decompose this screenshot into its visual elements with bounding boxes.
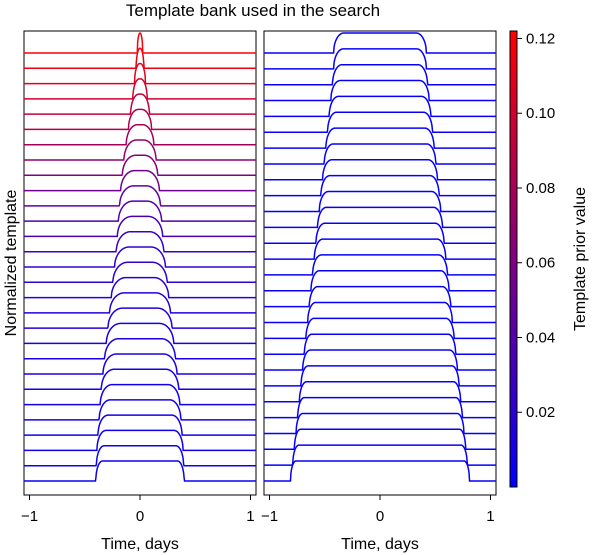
template-curve-1-10: [264, 301, 496, 324]
template-curve-1-6: [264, 365, 496, 387]
template-curve-1-2: [264, 428, 496, 451]
template-curve-1-17: [264, 190, 496, 213]
colorbar-tick-label: 0.04: [526, 329, 555, 346]
template-curve-0-21: [24, 139, 256, 161]
template-curve-0-15: [24, 230, 256, 253]
template-curve-1-13: [264, 254, 496, 276]
template-curve-1-1: [264, 444, 496, 466]
template-curve-0-10: [24, 307, 256, 329]
template-curve-0-22: [24, 123, 256, 146]
x-tick-label: 0: [376, 508, 384, 525]
template-curve-0-27: [24, 47, 256, 70]
template-curve-1-8: [264, 333, 496, 355]
template-curve-0-17: [24, 200, 256, 222]
template-curve-0-13: [24, 261, 256, 284]
template-curve-1-4: [264, 396, 496, 419]
colorbar-tick-label: 0.08: [526, 180, 555, 197]
template-curve-1-27: [264, 32, 496, 54]
left-panel-curves: [24, 32, 256, 482]
template-curve-1-11: [264, 285, 496, 308]
template-curve-0-5: [24, 383, 256, 406]
template-curve-1-5: [264, 380, 496, 403]
colorbar-tick-label: 0.10: [526, 105, 555, 122]
right-panel-curves: [264, 32, 496, 482]
chart-title: Template bank used in the search: [126, 1, 380, 20]
left-panel: −1 0 1 Time, days: [21, 30, 257, 553]
template-curve-1-24: [264, 79, 496, 102]
template-curve-0-28: [24, 32, 256, 54]
colorbar: 0.02 0.04 0.06 0.08 0.10 0.12 Template prior …: [509, 30, 589, 488]
template-curve-1-7: [264, 349, 496, 371]
x-tick-label: 1: [246, 508, 254, 525]
x-tick-label: −1: [21, 508, 38, 525]
template-curve-0-25: [24, 78, 256, 100]
template-curve-0-20: [24, 154, 256, 177]
template-curve-0-7: [24, 353, 256, 375]
template-curve-0-16: [24, 215, 256, 238]
colorbar-tick-label: 0.12: [526, 30, 555, 47]
template-curve-0-23: [24, 108, 256, 131]
y-axis-label: Normalized template: [3, 190, 20, 337]
x-tick-label: −1: [261, 508, 278, 525]
template-curve-1-12: [264, 270, 496, 292]
template-curve-0-6: [24, 368, 256, 391]
template-curve-1-20: [264, 143, 496, 165]
template-curve-1-0: [264, 460, 496, 482]
colorbar-ticks: 0.02 0.04 0.06 0.08 0.10 0.12: [517, 30, 555, 421]
right-panel-x-label: Time, days: [341, 536, 419, 553]
template-curve-0-2: [24, 429, 256, 452]
template-curve-0-8: [24, 337, 256, 360]
template-curve-0-19: [24, 169, 256, 192]
right-panel: −1 0 1 Time, days: [261, 30, 497, 553]
colorbar-tick-label: 0.06: [526, 255, 555, 272]
right-panel-x-ticks: −1 0 1: [261, 495, 495, 525]
template-curve-1-18: [264, 174, 496, 197]
template-curve-0-1: [24, 444, 256, 467]
x-tick-label: 0: [136, 508, 144, 525]
template-curve-1-9: [264, 317, 496, 340]
colorbar-label: Template prior value: [572, 187, 589, 331]
template-curve-1-23: [264, 95, 496, 118]
template-curve-0-18: [24, 185, 256, 207]
template-curve-1-16: [264, 206, 496, 229]
template-curve-0-12: [24, 276, 256, 299]
template-curve-0-9: [24, 322, 256, 345]
template-curve-1-15: [264, 222, 496, 244]
template-curve-1-19: [264, 159, 496, 181]
template-curve-0-3: [24, 414, 256, 436]
template-curve-0-26: [24, 62, 256, 85]
template-curve-0-24: [24, 93, 256, 115]
template-curve-0-14: [24, 246, 256, 268]
left-panel-x-ticks: −1 0 1: [21, 495, 255, 525]
template-curve-1-22: [264, 111, 496, 134]
template-curve-1-3: [264, 412, 496, 435]
template-curve-1-25: [264, 63, 496, 86]
x-tick-label: 1: [486, 508, 494, 525]
template-curve-0-11: [24, 292, 256, 314]
template-curve-1-14: [264, 238, 496, 260]
colorbar-tick-label: 0.02: [526, 404, 555, 421]
template-curve-0-0: [24, 460, 256, 482]
template-curve-0-4: [24, 399, 256, 421]
template-curve-1-21: [264, 127, 496, 149]
colorbar-gradient: [509, 30, 518, 488]
template-curve-1-26: [264, 48, 496, 70]
left-panel-x-label: Time, days: [101, 536, 179, 553]
